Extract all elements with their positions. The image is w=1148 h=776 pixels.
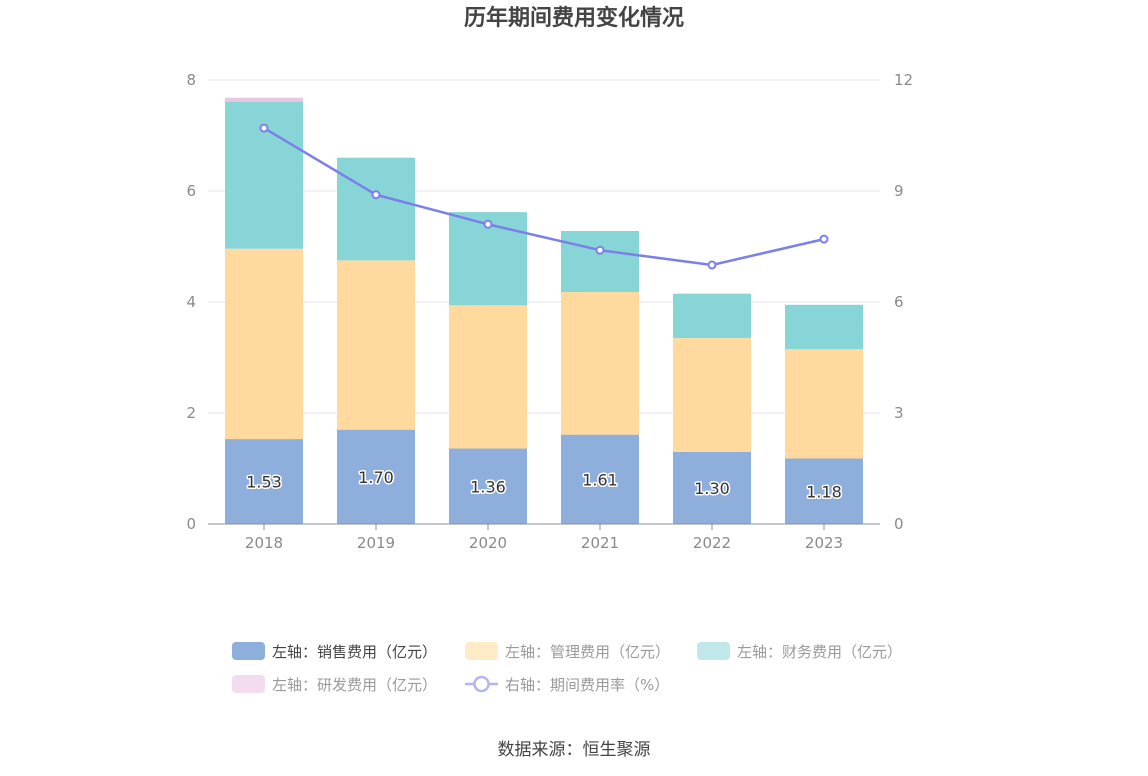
bar-segment-2022-s0 xyxy=(673,451,751,524)
rate-point-2018 xyxy=(259,123,269,133)
right-y-axis: 0 3 6 9 12 xyxy=(894,71,913,533)
right-y-tick-label: 12 xyxy=(894,71,913,89)
legend-swatch xyxy=(232,642,265,660)
left-y-tick-label: 6 xyxy=(186,182,196,200)
bar-segment-2021-s0 xyxy=(561,434,639,524)
x-tick-label: 2018 xyxy=(245,534,283,552)
legend-marker-swatch xyxy=(473,675,490,693)
x-tick-label: 2022 xyxy=(693,534,731,552)
bar-segment-2023-s1 xyxy=(785,349,863,459)
bar-value-label: 1.61 xyxy=(582,470,618,489)
bar-value-label: 1.53 xyxy=(246,473,282,492)
rate-point-2020 xyxy=(483,219,493,229)
source-note: 数据来源：恒生聚源 xyxy=(498,740,651,760)
bar-segment-2019-s1 xyxy=(337,260,415,430)
legend-item-1[interactable]: 左轴：管理费用（亿元） xyxy=(465,642,670,661)
legend-item-0[interactable]: 左轴：销售费用（亿元） xyxy=(232,642,437,661)
left-y-tick-label: 4 xyxy=(186,293,196,311)
x-tick-label: 2021 xyxy=(581,534,619,552)
x-tick-label: 2020 xyxy=(469,534,507,552)
bar-segment-2018-s3 xyxy=(225,97,303,102)
bar-value-label: 1.30 xyxy=(694,479,730,498)
chart-title: 历年期间费用变化情况 xyxy=(464,5,684,31)
bar-segment-2021-s2 xyxy=(561,230,639,293)
x-tick-label: 2019 xyxy=(357,534,395,552)
legend-label: 左轴：研发费用（亿元） xyxy=(272,676,437,694)
legend-swatch xyxy=(697,642,730,660)
left-y-tick-label: 8 xyxy=(186,71,196,89)
legend-label: 左轴：管理费用（亿元） xyxy=(505,643,670,661)
bar-segment-2020-s0 xyxy=(449,448,527,524)
bar-segment-2018-s1 xyxy=(225,248,303,440)
x-tick-label: 2023 xyxy=(805,534,843,552)
left-y-tick-label: 2 xyxy=(186,404,196,422)
left-y-axis: 0 2 4 6 8 xyxy=(186,71,196,533)
bar-segment-2018-s0 xyxy=(225,439,303,524)
right-y-tick-label: 9 xyxy=(894,182,904,200)
rate-point-2019 xyxy=(371,190,381,200)
legend-label: 右轴：期间费用率（%） xyxy=(505,676,669,694)
legend-label: 左轴：财务费用（亿元） xyxy=(737,643,902,661)
bar-value-label: 1.70 xyxy=(358,468,394,487)
data-labels: 1.53 1.70 1.36 1.61 1.30 1.18 xyxy=(245,466,844,502)
rate-line xyxy=(263,127,825,267)
legend-item-4[interactable]: 右轴：期间费用率（%） xyxy=(465,675,669,694)
line-series xyxy=(259,123,829,270)
legend-item-2[interactable]: 左轴：财务费用（亿元） xyxy=(697,642,902,661)
legend-swatch xyxy=(232,675,265,693)
bar-segment-2020-s1 xyxy=(449,305,527,449)
left-y-tick-label: 0 xyxy=(186,515,196,533)
legend-label: 左轴：销售费用（亿元） xyxy=(272,643,437,661)
rate-point-2023 xyxy=(819,234,829,244)
bar-value-label: 1.18 xyxy=(806,482,842,501)
right-y-tick-label: 3 xyxy=(894,404,904,422)
bar-segment-2021-s1 xyxy=(561,292,639,435)
legend-item-3[interactable]: 左轴：研发费用（亿元） xyxy=(232,675,437,694)
bar-segment-2022-s2 xyxy=(673,293,751,339)
legend-swatch xyxy=(465,642,498,660)
bar-segment-2023-s2 xyxy=(785,304,863,350)
right-y-tick-label: 0 xyxy=(894,515,904,533)
bar-segment-2019-s0 xyxy=(337,429,415,524)
grid-lines xyxy=(208,79,880,414)
right-y-tick-label: 6 xyxy=(894,293,904,311)
x-axis: 2018 2019 2020 2021 2022 2023 xyxy=(208,523,880,552)
bar-segment-2019-s2 xyxy=(337,157,415,261)
rate-point-2022 xyxy=(707,260,717,270)
bar-value-label: 1.36 xyxy=(470,477,506,496)
bar-segment-2022-s1 xyxy=(673,338,751,452)
bar-segment-2023-s0 xyxy=(785,458,863,524)
rate-point-2021 xyxy=(595,245,605,255)
legend: 左轴：销售费用（亿元） 左轴：管理费用（亿元） 左轴：财务费用（亿元） 左轴：研发费用… xyxy=(232,642,902,694)
